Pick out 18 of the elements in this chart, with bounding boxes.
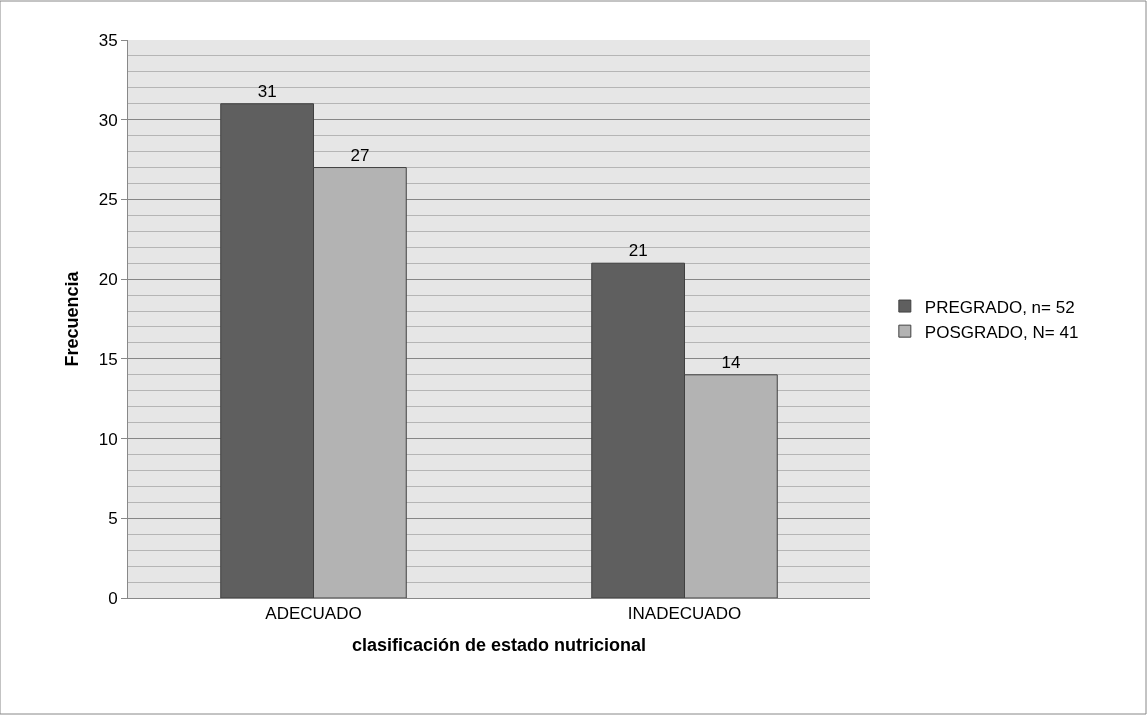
data-label: 21: [628, 241, 648, 261]
x-axis-title: clasificación de estado nutricional: [351, 634, 647, 655]
legend-label: POSGRADO, N= 41: [924, 322, 1079, 342]
y-tick-label: 35: [98, 30, 118, 50]
y-axis-title: Frecuencia: [61, 270, 82, 367]
data-label: 31: [257, 81, 277, 101]
y-tick-label: 5: [108, 509, 118, 529]
legend-label: PREGRADO, n= 52: [924, 297, 1075, 317]
y-tick-label: 30: [98, 110, 118, 130]
data-label: 14: [721, 352, 741, 372]
y-tick-label: 0: [108, 588, 118, 608]
y-tick-label: 10: [98, 429, 118, 449]
data-label: 27: [350, 145, 370, 165]
x-tick-label: INADECUADO: [627, 604, 742, 624]
y-tick-label: 20: [98, 270, 118, 290]
x-tick-label: ADECUADO: [265, 604, 362, 624]
y-tick-label: 15: [98, 349, 118, 369]
y-tick-label: 25: [98, 190, 118, 210]
